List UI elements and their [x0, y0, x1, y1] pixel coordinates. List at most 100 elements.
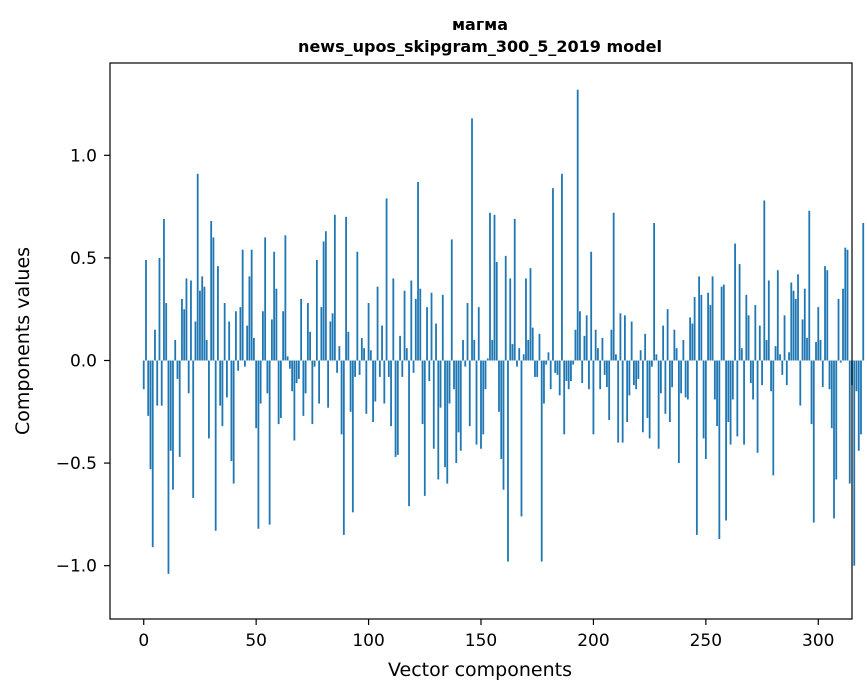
bar-92: [349, 360, 352, 412]
bar-241: [684, 360, 687, 398]
bar-74: [309, 331, 312, 361]
bar-110: [390, 360, 392, 427]
bar-216: [628, 360, 631, 396]
bar-24: [196, 173, 199, 361]
bar-37: [226, 360, 228, 398]
bar-295: [806, 337, 808, 361]
bar-301: [819, 339, 822, 361]
bar-27: [203, 286, 206, 361]
bar-135: [446, 360, 449, 484]
x-tick-label: 200: [577, 631, 609, 651]
bar-264: [736, 360, 739, 437]
bar-90: [345, 216, 347, 361]
y-tick-label: 0.5: [70, 249, 97, 269]
bar-153: [486, 358, 489, 361]
bar-280: [772, 360, 775, 476]
bar-305: [828, 360, 831, 390]
bar-1: [145, 259, 147, 361]
bar-182: [552, 188, 554, 361]
bar-255: [716, 360, 718, 427]
bar-213: [621, 360, 624, 443]
bar-152: [484, 360, 487, 390]
bar-292: [799, 360, 802, 406]
bar-0: [142, 360, 145, 390]
bar-251: [707, 292, 709, 361]
bar-275: [761, 360, 763, 386]
bar-228: [655, 354, 658, 361]
bar-60: [277, 360, 280, 425]
bar-198: [588, 360, 590, 390]
bar-199: [590, 251, 593, 361]
bar-132: [439, 360, 442, 408]
bar-140: [457, 360, 460, 433]
bar-302: [821, 360, 824, 388]
bar-12: [169, 360, 172, 451]
bar-145: [468, 360, 471, 427]
bar-219: [635, 360, 638, 390]
bar-56: [268, 360, 271, 525]
bar-21: [190, 280, 192, 361]
bar-266: [740, 348, 743, 361]
bar-196: [583, 335, 586, 361]
bar-5: [154, 329, 156, 361]
bar-278: [767, 280, 770, 361]
bar-95: [356, 251, 359, 361]
bar-50: [255, 360, 258, 429]
bar-229: [657, 360, 660, 449]
bar-15: [176, 360, 179, 379]
bar-115: [401, 360, 404, 377]
bar-224: [646, 360, 649, 418]
bar-260: [727, 360, 730, 423]
bar-94: [354, 360, 356, 377]
bar-69: [297, 360, 300, 379]
bar-175: [536, 360, 539, 377]
bar-122: [417, 182, 419, 361]
bar-177: [540, 360, 543, 562]
bar-62: [282, 311, 285, 361]
bar-124: [421, 360, 424, 425]
bar-277: [765, 339, 768, 361]
bar-108: [385, 198, 388, 361]
bar-195: [581, 360, 584, 384]
bar-268: [745, 294, 748, 361]
bar-307: [833, 360, 835, 519]
bar-225: [648, 360, 651, 439]
bar-259: [725, 360, 727, 521]
bar-103: [374, 360, 377, 402]
bar-271: [752, 360, 754, 400]
bar-101: [369, 350, 372, 361]
bar-96: [358, 360, 361, 375]
bar-191: [572, 360, 575, 365]
bar-58: [273, 251, 276, 361]
bar-44: [241, 249, 244, 361]
bar-172: [529, 268, 532, 361]
x-tick-label: 50: [245, 631, 267, 651]
bar-10: [165, 303, 168, 361]
bar-161: [504, 255, 507, 361]
bar-166: [516, 360, 518, 367]
bar-158: [498, 360, 500, 412]
bar-99: [365, 360, 368, 414]
bar-86: [336, 360, 338, 373]
bar-6: [156, 360, 159, 406]
bar-39: [230, 360, 233, 462]
bar-64: [286, 356, 289, 361]
bar-183: [554, 360, 557, 373]
bar-247: [698, 276, 700, 361]
bar-258: [722, 284, 725, 361]
bar-272: [754, 305, 757, 361]
bar-76: [313, 360, 316, 367]
bar-series: [142, 89, 865, 574]
bar-206: [606, 360, 608, 388]
bar-126: [426, 307, 428, 361]
bar-107: [383, 360, 386, 404]
bar-63: [284, 235, 287, 361]
bar-2: [147, 360, 150, 416]
x-axis-label: Vector components: [388, 659, 572, 681]
bar-282: [776, 270, 779, 361]
bar-59: [275, 288, 278, 361]
bar-52: [259, 360, 262, 404]
bar-111: [392, 278, 395, 361]
bar-9: [163, 218, 165, 361]
